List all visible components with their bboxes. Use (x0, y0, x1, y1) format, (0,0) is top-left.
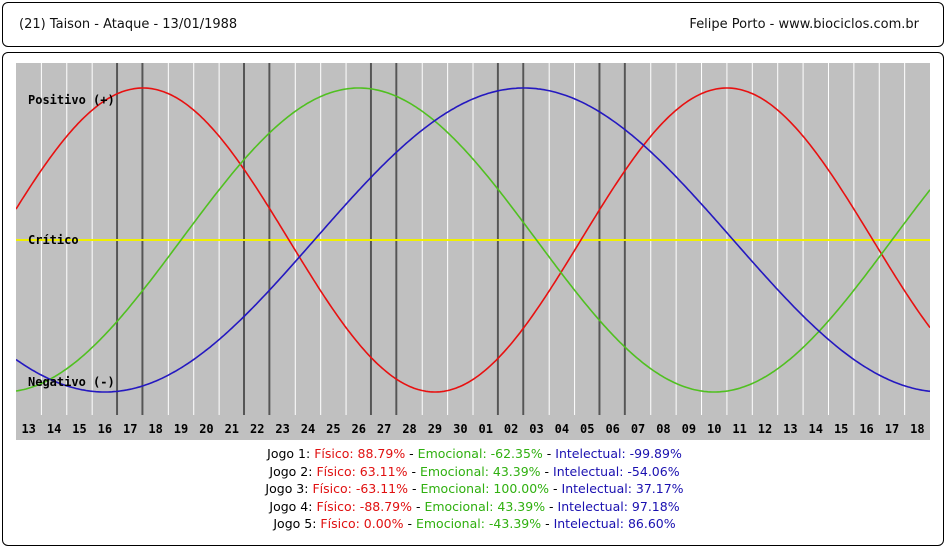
game-label: Jogo 4: (269, 498, 313, 514)
x-tick-label: 26 (352, 422, 366, 436)
legend-separator: - (411, 498, 425, 514)
x-tick-label: 15 (72, 422, 86, 436)
emocional-value: Emocional: -43.39% (415, 516, 542, 531)
x-tick-label: 19 (174, 422, 188, 436)
x-tick-label: 06 (605, 422, 619, 436)
game-legend: Jogo 1: Físico: 88.79% - Emocional: -62.… (0, 445, 949, 533)
x-tick-label: 29 (428, 422, 442, 436)
x-tick-label: 13 (21, 422, 35, 436)
legend-row: Jogo 5: Físico: 0.00% - Emocional: -43.3… (0, 515, 949, 533)
legend-separator: - (541, 516, 554, 531)
x-tick-label: 22 (250, 422, 264, 436)
intelectual-curve (16, 87, 930, 393)
x-tick-label: 27 (377, 422, 391, 436)
x-tick-label: 04 (555, 422, 569, 436)
intelectual-value: Intelectual: -54.06% (553, 463, 680, 479)
game-label: Jogo 5: (273, 516, 317, 531)
legend-separator: - (540, 463, 554, 479)
legend-row: Jogo 4: Físico: -88.79% - Emocional: 43.… (0, 498, 949, 516)
legend-separator: - (407, 463, 420, 479)
emocional-value: Emocional: 43.39% (424, 498, 546, 514)
critical-label: Crítico (28, 233, 79, 247)
intelectual-value: Intelectual: 86.60% (553, 516, 676, 531)
biorhythm-chart: 13 14 15 16 17 18 19 20 21 22 23 24 25 26 27 28 29 30 01 02… (16, 63, 930, 440)
game-label: Jogo 2: (269, 463, 313, 479)
x-tick-label: 23 (275, 422, 289, 436)
x-tick-label: 08 (656, 422, 670, 436)
x-tick-label: 21 (225, 422, 239, 436)
emocional-value: Emocional: 43.39% (419, 463, 541, 479)
legend-row: Jogo 2: Físico: 63.11% - Emocional: 43.3… (0, 463, 949, 481)
positive-label: Positivo (+) (28, 93, 115, 107)
x-tick-label: 28 (402, 422, 416, 436)
x-tick-label: 25 (326, 422, 340, 436)
fisico-value: Físico: -63.11% (312, 481, 408, 496)
fisico-value: Físico: 0.00% (320, 516, 404, 531)
intelectual-value: Intelectual: 97.18% (557, 498, 680, 514)
legend-separator: - (405, 446, 418, 461)
x-axis-band (16, 415, 930, 440)
x-tick-label: 01 (478, 422, 492, 436)
intelectual-value: Intelectual: -99.89% (555, 446, 682, 461)
x-tick-label: 13 (783, 422, 797, 436)
x-tick-label: 09 (682, 422, 696, 436)
x-tick-label: 05 (580, 422, 594, 436)
emocional-value: Emocional: -62.35% (417, 446, 543, 461)
x-tick-label: 03 (529, 422, 543, 436)
legend-row: Jogo 3: Físico: -63.11% - Emocional: 100… (0, 480, 949, 498)
x-tick-label: 10 (707, 422, 721, 436)
legend-separator: - (408, 481, 421, 496)
x-tick-label: 30 (453, 422, 467, 436)
legend-separator: - (542, 446, 556, 461)
x-tick-labels: 13 14 15 16 17 18 19 20 21 22 23 24 25 26 27 28 29 30 01 02… (21, 422, 924, 436)
legend-separator: - (549, 481, 562, 496)
negative-label: Negativo (-) (28, 375, 115, 389)
x-tick-label: 12 (758, 422, 772, 436)
fisico-value: Físico: 63.11% (316, 463, 408, 479)
x-tick-label: 16 (859, 422, 873, 436)
x-tick-label: 07 (631, 422, 645, 436)
x-tick-label: 18 (148, 422, 162, 436)
x-tick-label: 02 (504, 422, 518, 436)
game-label: Jogo 3: (265, 481, 309, 496)
x-tick-label: 18 (910, 422, 924, 436)
emocional-value: Emocional: 100.00% (420, 481, 550, 496)
x-tick-label: 17 (885, 422, 899, 436)
emocional-curve (16, 87, 930, 393)
x-tick-label: 15 (834, 422, 848, 436)
chart-panel (2, 52, 944, 546)
fisico-value: Físico: 88.79% (314, 446, 406, 461)
x-tick-label: 24 (301, 422, 315, 436)
game-label: Jogo 1: (267, 446, 311, 461)
site-credit: Felipe Porto - www.biociclos.com.br (689, 17, 919, 32)
x-tick-label: 20 (199, 422, 213, 436)
fisico-curve (16, 87, 930, 393)
legend-row: Jogo 1: Físico: 88.79% - Emocional: -62.… (0, 445, 949, 463)
curves (16, 87, 930, 393)
x-tick-label: 16 (98, 422, 112, 436)
header-panel: (21) Taison - Ataque - 13/01/1988 Felipe… (2, 2, 944, 47)
legend-separator: - (545, 498, 558, 514)
x-tick-label: 14 (47, 422, 61, 436)
x-tick-label: 17 (123, 422, 137, 436)
page-title: (21) Taison - Ataque - 13/01/1988 (19, 17, 238, 32)
x-tick-label: 11 (732, 422, 746, 436)
legend-separator: - (403, 516, 416, 531)
fisico-value: Físico: -88.79% (316, 498, 412, 514)
x-tick-label: 14 (809, 422, 823, 436)
intelectual-value: Intelectual: 37.17% (561, 481, 684, 496)
game-day-lines (116, 63, 626, 440)
